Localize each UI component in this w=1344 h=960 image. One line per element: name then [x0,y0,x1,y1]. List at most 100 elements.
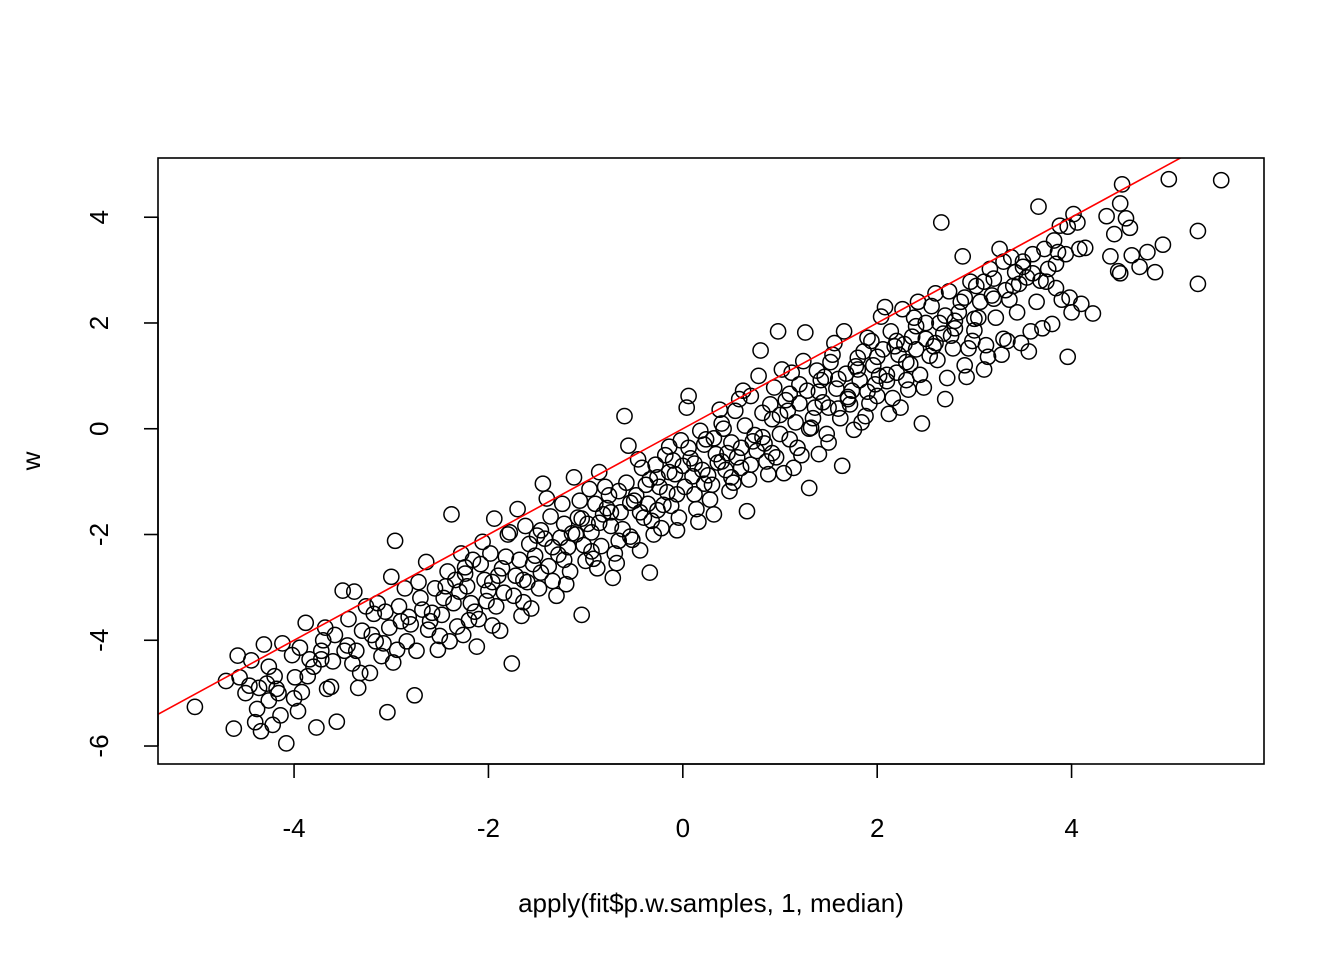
data-point [816,368,834,386]
data-point [1049,243,1067,261]
data-point [573,606,591,624]
data-point [1105,225,1123,243]
data-point [1001,291,1018,309]
data-point [732,459,750,477]
data-point [367,632,385,650]
data-point [810,383,828,401]
data-point [421,612,439,630]
data-point [314,631,332,649]
data-point [1047,279,1065,297]
data-point [641,471,659,488]
data-point [818,425,836,443]
data-point [1123,246,1141,264]
data-point [544,538,561,556]
data-point [1037,273,1055,291]
x-axis: -4 -2 0 2 4 [283,763,1079,843]
data-point [721,482,738,500]
data-point [1034,319,1051,337]
data-point [1030,198,1047,215]
data-point [868,348,886,366]
data-point [501,524,519,541]
data-point [946,319,964,337]
data-point [260,658,278,676]
data-point [1189,222,1207,240]
data-point [682,450,699,467]
data-point [899,381,917,398]
data-point [345,583,363,600]
data-point [1076,239,1094,257]
data-point [787,414,804,431]
data-point [398,632,416,650]
data-point [907,341,925,358]
data-point [812,371,830,389]
data-point [851,371,869,389]
data-point [779,402,797,420]
data-point [758,453,775,470]
data-point [472,555,490,573]
data-point [1045,232,1063,249]
data-point [318,680,336,698]
data-point [412,589,429,607]
data-point [967,277,985,295]
data-point [1014,258,1032,276]
data-point [888,332,905,350]
data-point [255,636,273,653]
data-point [705,429,723,447]
data-point [621,494,639,512]
data-point [464,551,482,569]
data-point [602,517,620,535]
reference-line [158,158,1183,715]
data-point [767,448,785,466]
data-point [616,407,633,425]
data-point [515,593,532,611]
data-point [586,495,604,513]
data-point [936,307,954,324]
y-tick-label: -6 [84,734,114,757]
data-point [620,437,637,455]
data-point [629,451,647,468]
data-point [841,396,859,413]
data-point [433,606,451,624]
data-point [526,547,544,565]
data-point [1131,258,1148,276]
data-point [553,495,571,513]
data-point [633,459,651,477]
data-point [186,698,204,716]
data-point [353,622,371,640]
data-point [1043,315,1061,333]
data-point [1012,334,1030,352]
data-point [732,439,750,457]
data-point [289,702,307,720]
data-point [361,664,379,682]
data-point [763,444,781,462]
data-point [448,618,466,635]
data-point [950,304,968,321]
data-point [870,367,888,385]
data-point [534,475,552,493]
data-point [785,459,802,477]
data-point [952,293,970,311]
data-point [1063,304,1080,321]
y-axis: -6 -4 -2 0 2 4 [84,210,159,758]
data-point [518,573,536,591]
data-point [588,559,606,577]
data-point [917,314,935,332]
data-point [1111,195,1129,212]
data-point [474,533,491,551]
data-point [791,375,808,393]
data-point [932,214,950,231]
data-point [618,474,635,492]
data-point [820,434,837,451]
data-point [956,356,974,374]
data-point [831,409,849,427]
data-point [999,332,1016,350]
data-point [511,551,528,569]
data-point [1189,275,1207,293]
data-point [658,483,676,501]
data-point [1028,293,1045,311]
data-point [688,500,705,518]
data-point [740,471,758,488]
data-point [297,614,315,632]
data-point [468,638,486,655]
data-point [845,421,863,439]
